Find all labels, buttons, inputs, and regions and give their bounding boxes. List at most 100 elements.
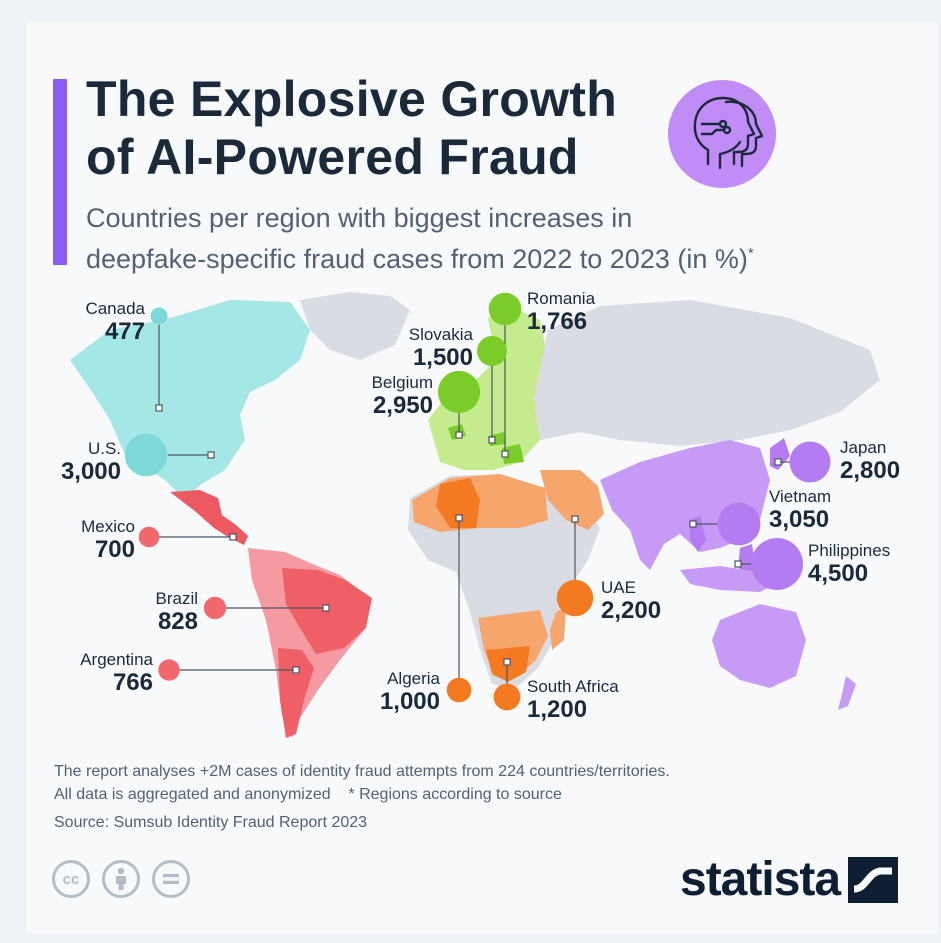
label-vietnam-country: Vietnam xyxy=(769,487,832,506)
bubble-brazil xyxy=(203,596,227,620)
continent-shapes xyxy=(70,292,880,738)
bubble-argentina xyxy=(158,659,180,681)
ai-head-icon xyxy=(668,80,776,188)
label-belgium-country: Belgium xyxy=(371,373,433,392)
new-zealand-shape xyxy=(838,676,856,710)
label-slovakia: Slovakia 1,500 xyxy=(409,326,473,370)
bubble-algeria xyxy=(446,677,472,703)
page-title: The Explosive Growth of AI-Powered Fraud xyxy=(86,70,617,186)
label-philippines-country: Philippines xyxy=(808,541,891,560)
label-canada: Canada 477 xyxy=(85,300,145,344)
bubble-uae xyxy=(556,579,594,617)
label-canada-country: Canada xyxy=(85,299,145,318)
mexico-shape xyxy=(170,490,248,545)
madagascar-shape xyxy=(550,608,566,650)
label-uae-country: UAE xyxy=(601,578,636,597)
bubble-south-africa xyxy=(493,683,521,711)
label-uae: UAE 2,200 xyxy=(601,579,661,623)
greenland-shape xyxy=(300,292,410,360)
label-vietnam-value: 3,050 xyxy=(769,506,830,533)
title-line-1: The Explosive Growth xyxy=(86,71,618,127)
label-japan-country: Japan xyxy=(840,438,887,457)
anchor-marker-south-africa xyxy=(503,658,511,666)
label-brazil-country: Brazil xyxy=(155,589,198,608)
anchor-marker-philippines xyxy=(734,560,742,568)
label-algeria-country: Algeria xyxy=(387,669,440,688)
russia-asia-shape xyxy=(534,300,880,446)
anchor-marker-uae xyxy=(571,515,579,523)
label-mexico-country: Mexico xyxy=(81,517,135,536)
romania-shape xyxy=(502,444,524,464)
license-icons: cc xyxy=(52,860,190,898)
label-brazil: Brazil 828 xyxy=(155,590,198,634)
bubble-canada xyxy=(150,307,168,325)
label-argentina-value: 766 xyxy=(112,669,153,696)
label-vietnam: Vietnam 3,050 xyxy=(769,488,831,532)
statista-mark-icon xyxy=(848,856,899,903)
label-romania: Romania 1,766 xyxy=(527,290,595,334)
statista-logo[interactable]: statista xyxy=(680,852,899,907)
label-slovakia-value: 1,500 xyxy=(412,344,473,371)
subtitle-asterisk: * xyxy=(747,245,754,262)
accent-bar xyxy=(53,79,67,265)
algeria-shape xyxy=(436,478,480,528)
value-bubbles xyxy=(124,292,831,711)
australia-shape xyxy=(712,604,806,688)
bubble-mexico xyxy=(138,526,160,548)
label-us-value: 3,000 xyxy=(60,458,121,485)
label-mexico-value: 700 xyxy=(94,536,135,563)
label-romania-country: Romania xyxy=(527,289,596,308)
label-belgium: Belgium 2,950 xyxy=(372,374,433,418)
title-line-2: of AI-Powered Fraud xyxy=(86,129,579,185)
anchor-marker-japan xyxy=(774,458,782,466)
label-brazil-value: 828 xyxy=(157,608,198,635)
label-slovakia-country: Slovakia xyxy=(408,325,473,344)
anchor-marker-belgium xyxy=(455,431,463,439)
leader-lines xyxy=(155,324,792,686)
brand-wordmark: statista xyxy=(680,853,841,906)
world-map xyxy=(70,292,880,738)
label-romania-value: 1,766 xyxy=(527,308,588,335)
subtitle-line-2: deepfake-specific fraud cases from 2022 … xyxy=(86,244,748,274)
middle-east-shape xyxy=(540,470,604,530)
label-south-africa-value: 1,200 xyxy=(527,696,588,723)
no-derivatives-equals-icon[interactable] xyxy=(152,860,190,898)
label-argentina: Argentina 766 xyxy=(80,651,153,695)
footnote: The report analyses +2M cases of identit… xyxy=(54,760,670,834)
label-japan: Japan 2,800 xyxy=(840,439,900,483)
anchor-marker-vietnam xyxy=(689,520,697,528)
source-line: Source: Sumsub Identity Fraud Report 202… xyxy=(54,814,368,831)
label-argentina-country: Argentina xyxy=(80,650,153,669)
label-algeria-value: 1,000 xyxy=(379,688,440,715)
bubble-belgium xyxy=(437,370,481,414)
anchor-marker-argentina xyxy=(292,666,300,674)
label-south-africa-country: South Africa xyxy=(527,677,619,696)
anchor-marker-brazil xyxy=(322,604,330,612)
label-us-country: U.S. xyxy=(87,439,121,458)
anchor-marker-mexico xyxy=(229,533,237,541)
anchor-marker-slovakia xyxy=(488,436,496,444)
bubble-philippines xyxy=(751,538,803,590)
attribution-person-icon[interactable] xyxy=(102,860,140,898)
footnote-line-1: The report analyses +2M cases of identit… xyxy=(54,763,670,780)
anchor-marker-algeria xyxy=(455,514,463,522)
person-glyph xyxy=(116,867,126,890)
label-belgium-value: 2,950 xyxy=(372,392,433,419)
bubble-slovakia xyxy=(477,336,507,366)
bubble-japan xyxy=(789,441,831,483)
label-canada-value: 477 xyxy=(104,318,145,345)
anchor-marker-romania xyxy=(501,450,509,458)
bubble-romania xyxy=(488,292,522,326)
label-mexico: Mexico 700 xyxy=(81,518,135,562)
north-africa-shape xyxy=(412,474,548,532)
label-algeria: Algeria 1,000 xyxy=(380,670,440,714)
creative-commons-icon[interactable]: cc xyxy=(52,860,90,898)
anchor-marker-u-s- xyxy=(207,451,215,459)
label-philippines-value: 4,500 xyxy=(808,560,869,587)
anchor-marker-canada xyxy=(155,404,163,412)
label-philippines: Philippines 4,500 xyxy=(808,542,890,586)
footnote-line-2: All data is aggregated and anonymized * … xyxy=(54,786,562,803)
label-uae-value: 2,200 xyxy=(601,597,662,624)
subtitle-line-1: Countries per region with biggest increa… xyxy=(86,203,633,233)
bubble-u-s- xyxy=(124,433,168,477)
